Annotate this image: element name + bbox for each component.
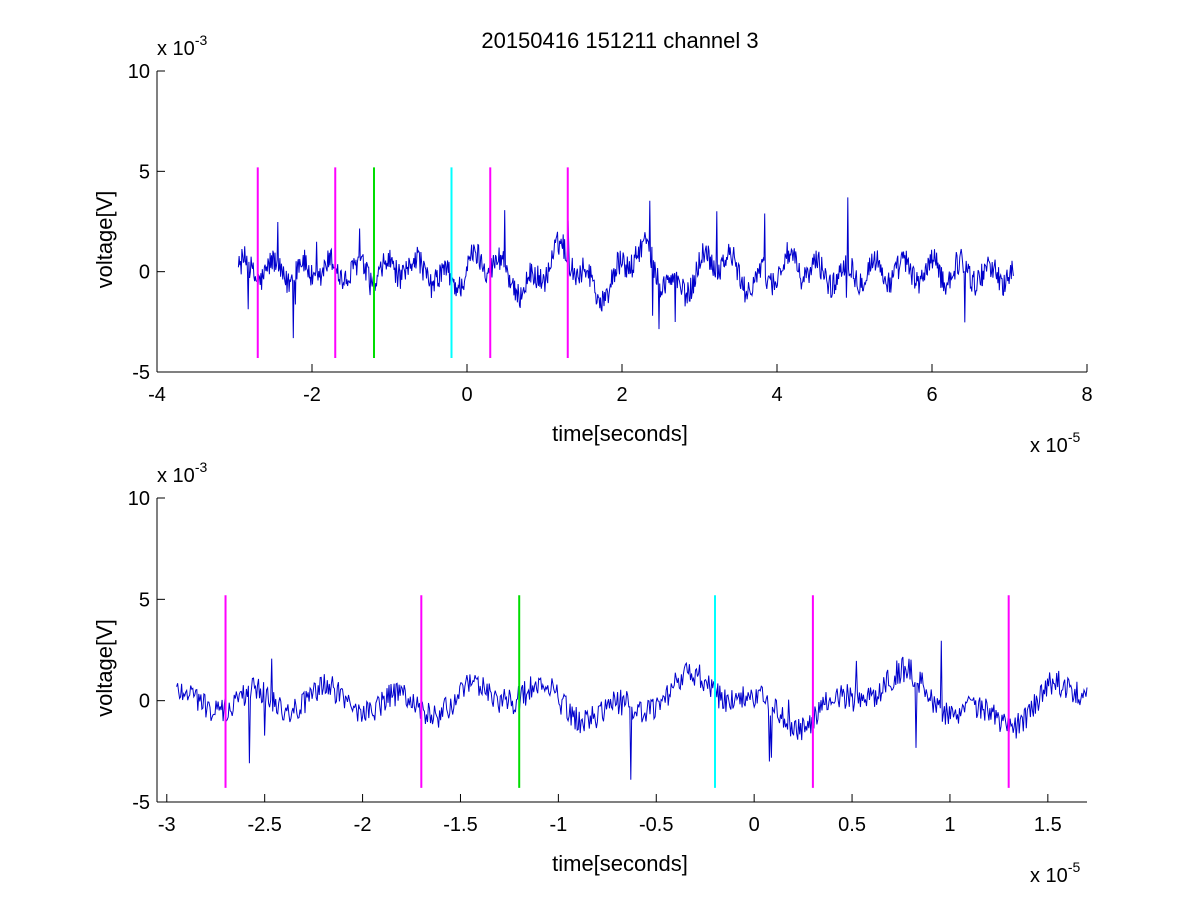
x-tick-label: -3 [158,814,176,836]
x-tick-label: -1.5 [443,814,477,836]
x-tick-label: 8 [1081,384,1092,406]
x-tick-label: -0.5 [639,814,673,836]
x-exponent-label: x 10-5 [1030,859,1080,887]
y-tick-label: -5 [132,362,150,384]
x-tick-label: 0 [461,384,472,406]
y-exponent-base: x 10 [157,465,195,487]
signal-trace [237,197,1014,339]
x-tick-label: 1.5 [1034,814,1062,836]
x-tick-label: 6 [926,384,937,406]
y-tick-label: 10 [128,61,150,83]
y-exponent-label: x 10-3 [157,32,207,60]
x-tick-label: 2 [616,384,627,406]
x-exponent-power: -5 [1068,429,1081,445]
x-axis-label: time[seconds] [552,421,688,446]
x-axis-label: time[seconds] [552,851,688,876]
y-axis-label: voltage[V] [92,191,117,289]
figure-title: 20150416 151211 channel 3 [481,28,758,53]
x-tick-label: 4 [771,384,782,406]
y-tick-label: 0 [139,262,150,284]
x-tick-label: -2 [303,384,321,406]
y-exponent-power: -3 [195,32,208,48]
x-exponent-base: x 10 [1030,865,1068,887]
y-tick-label: 10 [128,488,150,510]
x-exponent-power: -5 [1068,859,1081,875]
x-tick-label: 0.5 [838,814,866,836]
y-exponent-power: -3 [195,459,208,475]
y-exponent-base: x 10 [157,38,195,60]
x-tick-label: -2.5 [247,814,281,836]
x-exponent-base: x 10 [1030,435,1068,457]
y-tick-label: 0 [139,691,150,713]
x-tick-label: 0 [749,814,760,836]
x-tick-label: -2 [354,814,372,836]
x-tick-label: -4 [148,384,166,406]
x-tick-label: -1 [549,814,567,836]
signal-trace [176,640,1088,780]
y-tick-label: 5 [139,589,150,611]
y-tick-label: -5 [132,792,150,814]
y-exponent-label: x 10-3 [157,459,207,487]
x-exponent-label: x 10-5 [1030,429,1080,457]
y-tick-label: 5 [139,161,150,183]
y-axis-label: voltage[V] [92,619,117,717]
x-tick-label: 1 [944,814,955,836]
